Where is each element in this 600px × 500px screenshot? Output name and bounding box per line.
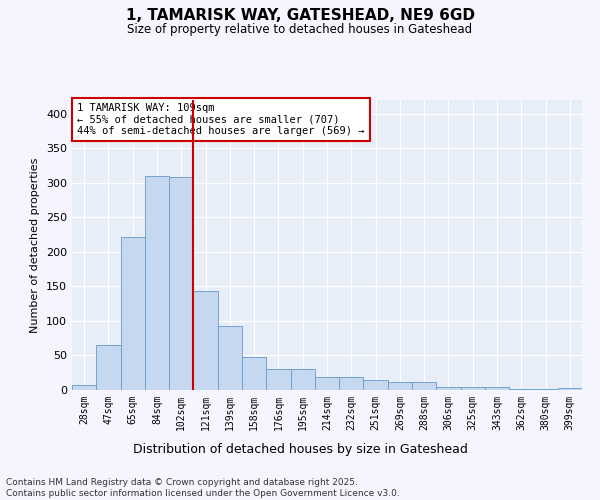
Bar [193,290,218,390]
Bar [388,382,412,390]
Text: Distribution of detached houses by size in Gateshead: Distribution of detached houses by size … [133,442,467,456]
Bar [121,238,145,390]
Bar [266,368,290,390]
Bar [72,385,96,390]
Bar [461,387,485,390]
Bar [558,388,582,390]
Text: Contains HM Land Registry data © Crown copyright and database right 2025.
Contai: Contains HM Land Registry data © Crown c… [6,478,400,498]
Bar [96,345,121,390]
Y-axis label: Number of detached properties: Number of detached properties [31,158,40,332]
Text: 1, TAMARISK WAY, GATESHEAD, NE9 6GD: 1, TAMARISK WAY, GATESHEAD, NE9 6GD [125,8,475,22]
Bar [145,176,169,390]
Bar [218,326,242,390]
Text: 1 TAMARISK WAY: 109sqm
← 55% of detached houses are smaller (707)
44% of semi-de: 1 TAMARISK WAY: 109sqm ← 55% of detached… [77,103,365,136]
Text: Size of property relative to detached houses in Gateshead: Size of property relative to detached ho… [127,22,473,36]
Bar [412,382,436,390]
Bar [533,388,558,390]
Bar [169,178,193,390]
Bar [315,377,339,390]
Bar [509,388,533,390]
Bar [290,368,315,390]
Bar [485,387,509,390]
Bar [339,377,364,390]
Bar [364,380,388,390]
Bar [242,357,266,390]
Bar [436,386,461,390]
